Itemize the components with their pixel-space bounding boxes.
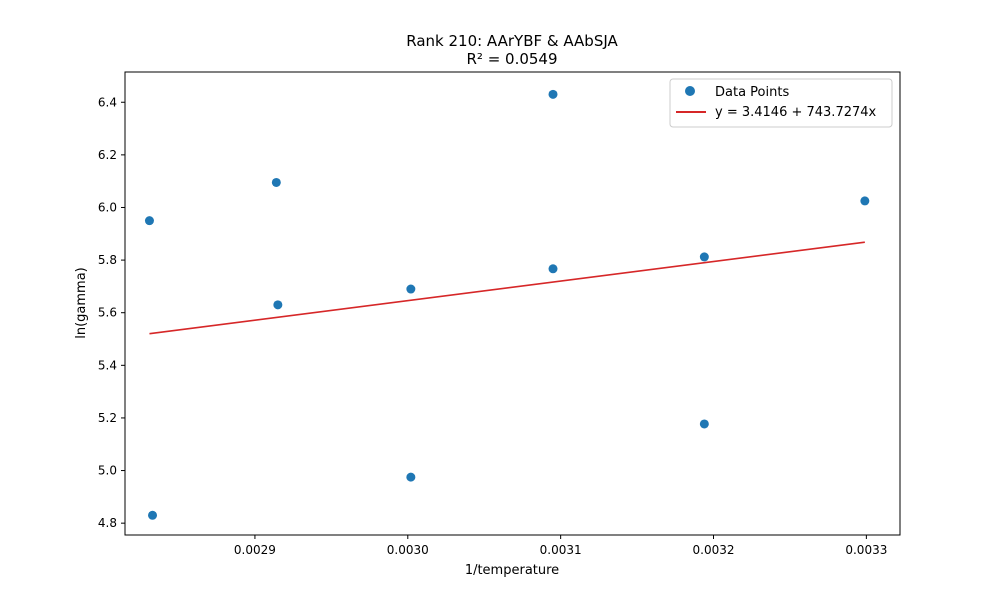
data-point bbox=[548, 264, 558, 274]
x-tick-label: 0.0032 bbox=[693, 543, 735, 557]
y-tick-label: 6.4 bbox=[98, 95, 117, 109]
x-axis-label: 1/temperature bbox=[465, 563, 559, 578]
data-point bbox=[144, 216, 154, 226]
legend-box bbox=[669, 78, 893, 128]
data-point bbox=[273, 300, 283, 310]
y-tick-label: 6.0 bbox=[98, 200, 117, 214]
legend-marker-data-points bbox=[685, 86, 695, 96]
x-tick-label: 0.0033 bbox=[845, 543, 887, 557]
y-tick-label: 5.0 bbox=[98, 464, 117, 478]
data-point bbox=[699, 419, 709, 429]
chart-title: Rank 210: AArYBF & AAbSJA bbox=[406, 32, 618, 50]
legend-label-data-points: Data Points bbox=[715, 85, 789, 100]
data-point bbox=[548, 89, 558, 99]
y-tick-label: 5.6 bbox=[98, 306, 117, 320]
plot-area: 0.0029 0.0030 0.0031 0.0032 0.0033 4.8 5.0 5.2 5… bbox=[98, 71, 901, 557]
x-tick-label: 0.0031 bbox=[540, 543, 582, 557]
y-axis-label: ln(gamma) bbox=[74, 267, 89, 339]
data-point bbox=[406, 284, 416, 294]
data-point bbox=[699, 252, 709, 262]
y-tick-label: 5.2 bbox=[98, 411, 117, 425]
data-point bbox=[148, 510, 158, 520]
legend-label-fit-line: y = 3.4146 + 743.7274x bbox=[715, 105, 877, 120]
data-point bbox=[406, 472, 416, 482]
legend: Data Points y = 3.4146 + 743.7274x bbox=[669, 78, 893, 128]
y-tick-label: 5.8 bbox=[98, 253, 117, 267]
data-point bbox=[271, 177, 281, 187]
y-tick-label: 4.8 bbox=[98, 516, 117, 530]
data-point bbox=[860, 196, 870, 206]
fit-line bbox=[149, 241, 865, 335]
y-tick-label: 5.4 bbox=[98, 358, 117, 372]
chart-subtitle: R² = 0.0549 bbox=[466, 50, 557, 68]
y-tick-label: 6.2 bbox=[98, 148, 117, 162]
x-tick-label: 0.0029 bbox=[234, 543, 276, 557]
plot-frame bbox=[124, 71, 901, 536]
x-tick-label: 0.0030 bbox=[387, 543, 429, 557]
